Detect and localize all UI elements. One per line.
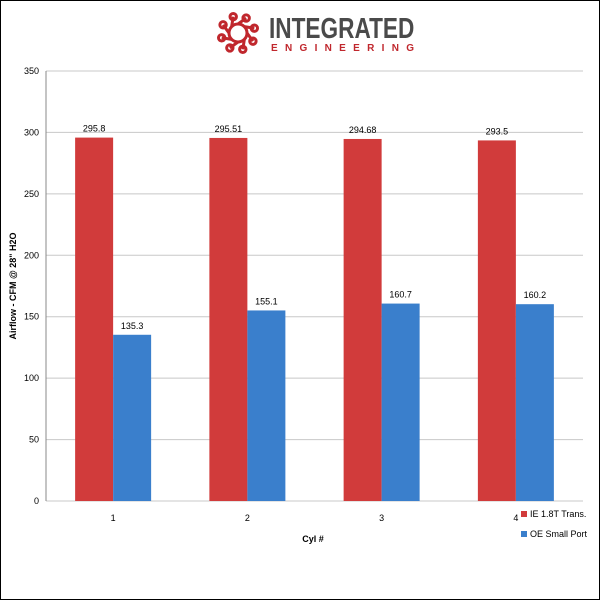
bar-ie-trans — [477, 140, 516, 501]
logo-node — [218, 20, 228, 30]
x-tick-label: 1 — [111, 513, 116, 523]
integrated-engineering-logo: INTEGRATED ENGINEERING — [213, 11, 414, 55]
logo-spoke — [221, 36, 232, 41]
bar-ie-trans — [75, 137, 114, 502]
logo-gear-icon — [216, 11, 260, 55]
y-tick-label: 200 — [24, 250, 39, 260]
y-tick-label: 350 — [24, 66, 39, 76]
data-label: 135.3 — [121, 321, 144, 331]
logo-node — [225, 43, 235, 53]
legend-swatch — [521, 511, 527, 517]
bar-ie-trans — [343, 138, 382, 501]
logo-node — [248, 36, 258, 46]
bar-oe-small-port — [247, 310, 286, 501]
x-axis-label: Cyl # — [302, 534, 324, 544]
logo-node — [241, 13, 251, 23]
logo-node — [216, 33, 227, 43]
logo-spoke — [228, 40, 239, 50]
logo-node — [228, 11, 238, 22]
logo-spoke — [244, 25, 255, 30]
logo-spoke — [241, 39, 246, 50]
legend-swatch — [521, 531, 527, 537]
logo-spoke — [221, 23, 231, 34]
y-axis-label: Airflow - CFM @ 28" H2O — [8, 232, 18, 339]
bar-oe-small-port — [113, 334, 152, 501]
data-label: 294.68 — [349, 125, 377, 135]
logo-spoke — [237, 16, 248, 26]
bar-oe-small-port — [381, 303, 420, 501]
logo-node — [238, 44, 248, 55]
data-label: 155.1 — [255, 296, 278, 306]
y-tick-label: 300 — [24, 127, 39, 137]
bar-ie-trans — [209, 137, 248, 501]
data-label: 295.51 — [215, 124, 243, 134]
y-tick-label: 50 — [29, 435, 39, 445]
x-tick-label: 2 — [245, 513, 250, 523]
x-tick-label: 3 — [379, 513, 384, 523]
logo-node — [249, 23, 260, 33]
data-label: 293.5 — [486, 126, 509, 136]
logo-spoke — [245, 32, 255, 43]
logo-spoke — [230, 16, 235, 27]
data-label: 160.7 — [389, 290, 412, 300]
data-label: 295.8 — [83, 124, 106, 134]
legend-label: IE 1.8T Trans. — [530, 509, 586, 519]
y-tick-label: 0 — [34, 496, 39, 506]
legend-label: OE Small Port — [530, 529, 588, 539]
bar-oe-small-port — [515, 304, 554, 501]
logo-title: INTEGRATED — [269, 13, 415, 45]
y-tick-label: 250 — [24, 189, 39, 199]
x-tick-label: 4 — [513, 513, 518, 523]
y-tick-label: 100 — [24, 373, 39, 383]
data-label: 160.2 — [524, 290, 547, 300]
legend: IE 1.8T Trans. OE Small Port — [521, 509, 588, 539]
y-tick-label: 150 — [24, 312, 39, 322]
logo-subtitle: ENGINEERING — [271, 43, 422, 54]
